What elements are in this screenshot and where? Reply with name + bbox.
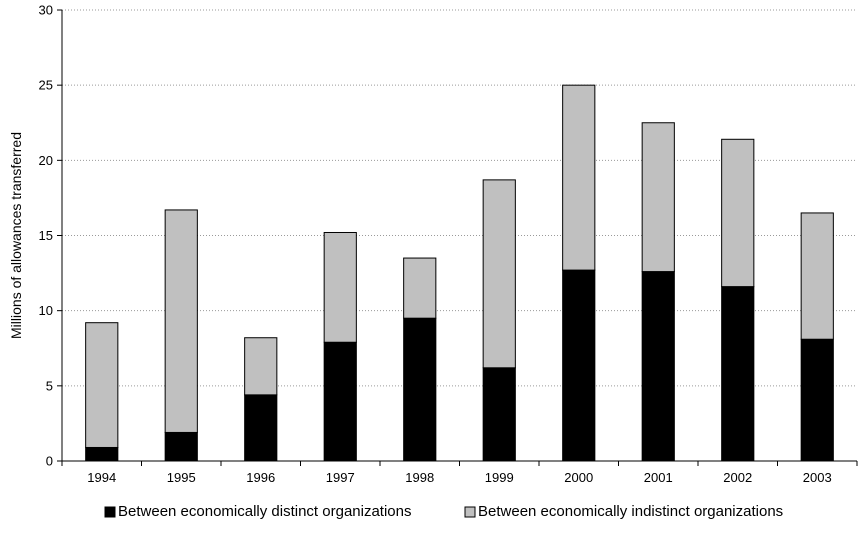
bar-segment-indistinct xyxy=(323,231,357,343)
bar-segment-indistinct xyxy=(244,337,278,396)
x-tick-label: 1995 xyxy=(167,470,196,485)
x-tick-label: 1999 xyxy=(485,470,514,485)
legend-swatch xyxy=(464,506,476,518)
bar-segment-distinct xyxy=(482,367,516,462)
bar-segment-distinct xyxy=(721,286,755,462)
x-tick-label: 1996 xyxy=(246,470,275,485)
x-tick-label: 2000 xyxy=(564,470,593,485)
bar-segment-indistinct xyxy=(721,138,755,288)
y-tick-label: 20 xyxy=(39,153,53,168)
bar-segment-distinct xyxy=(403,317,437,462)
x-tick-label: 1994 xyxy=(87,470,116,485)
bar-segment-distinct xyxy=(244,394,278,462)
bars xyxy=(85,84,834,462)
bar-segment-distinct xyxy=(164,431,198,462)
bar-segment-distinct xyxy=(562,269,596,462)
x-tick-label: 1998 xyxy=(405,470,434,485)
bar-segment-distinct xyxy=(85,446,119,462)
y-tick-label: 25 xyxy=(39,78,53,93)
x-ticks: 1994 1995 1996 1997 1998 1999 2000 2001 2002 2003 xyxy=(61,461,858,485)
y-tick-label: 15 xyxy=(39,228,53,243)
y-tick-label: 30 xyxy=(39,3,53,18)
bar-segment-indistinct xyxy=(641,122,675,273)
y-axis-title: Millions of allowances transferred xyxy=(8,132,24,339)
bar-segment-indistinct xyxy=(164,209,198,433)
legend-swatch xyxy=(104,506,116,518)
bar-segment-indistinct xyxy=(562,84,596,271)
bar-segment-distinct xyxy=(323,341,357,462)
bar-segment-indistinct xyxy=(403,257,437,319)
legend: Between economically distinct organizati… xyxy=(104,503,783,520)
y-tick-label: 0 xyxy=(46,454,53,469)
bar-segment-indistinct xyxy=(482,179,516,369)
bar-segment-distinct xyxy=(800,338,834,462)
bar-segment-distinct xyxy=(641,271,675,462)
legend-label: Between economically indistinct organiza… xyxy=(478,503,783,520)
y-ticks: 0 5 10 15 20 25 30 xyxy=(39,3,62,469)
y-tick-label: 5 xyxy=(46,378,53,393)
x-tick-label: 2002 xyxy=(723,470,752,485)
bar-segment-indistinct xyxy=(85,322,119,448)
x-tick-label: 2001 xyxy=(644,470,673,485)
bar-segment-indistinct xyxy=(800,212,834,340)
x-tick-label: 2003 xyxy=(803,470,832,485)
y-tick-label: 10 xyxy=(39,303,53,318)
x-tick-label: 1997 xyxy=(326,470,355,485)
legend-label: Between economically distinct organizati… xyxy=(118,503,412,520)
